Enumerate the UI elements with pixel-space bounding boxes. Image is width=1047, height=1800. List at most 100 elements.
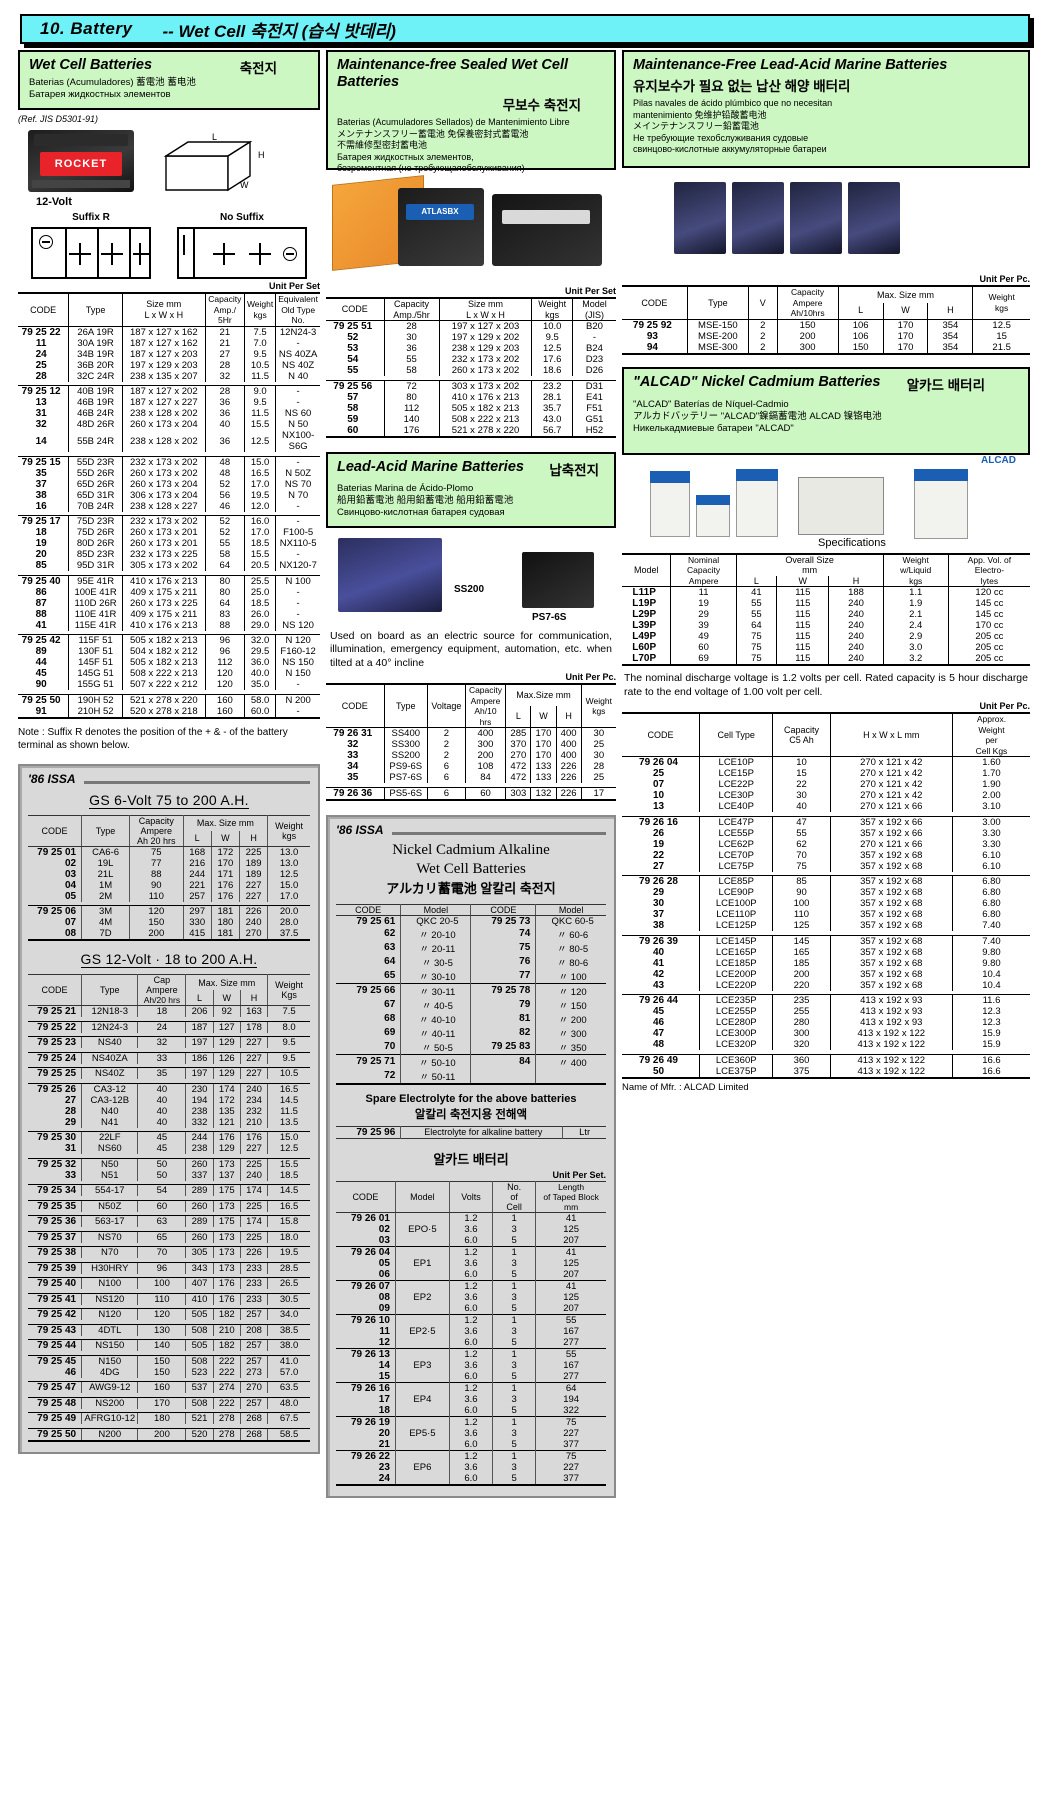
cell-value: 377: [535, 1438, 606, 1450]
cell-code: 18: [35, 527, 47, 538]
cell-value: 173: [212, 1246, 241, 1258]
table-row: 03 21L 88 244 171 189 12.5: [28, 868, 310, 880]
thepo-model: Model: [394, 1181, 450, 1213]
cell-value: 176: [210, 890, 240, 902]
cell-value: 3: [492, 1223, 536, 1235]
cell-value: 6.80: [951, 898, 1030, 909]
cell-value: 1: [492, 1245, 536, 1258]
cell-value: 80D 26R: [68, 538, 123, 549]
table-row: 79 25 01 CA6-6 75 168 172 225 13.0: [28, 846, 310, 858]
marine-line1: Baterias Marina de Ácido-Plomo: [337, 482, 474, 494]
cell-value: 60: [670, 642, 737, 653]
table-row: 23 EP6 3.6 3 227: [336, 1461, 606, 1473]
cell-code: 33: [64, 1169, 77, 1181]
cell-value: 28: [204, 385, 245, 397]
cell-code: 79 25 42: [18, 634, 69, 646]
cell-value: 7.0: [243, 337, 276, 349]
cell-model: [535, 1068, 606, 1085]
cell-value: 16.6: [951, 1065, 1030, 1079]
table-row: 79 25 71 〃 50-10 84 〃 400: [336, 1053, 606, 1069]
cell-value: 410 x 176 x 213: [438, 391, 532, 403]
cell-value: 75: [735, 653, 777, 666]
table-row: 59 140 508 x 222 x 213 43.0 G51: [326, 413, 616, 425]
cell-code: 79 25 36: [28, 1215, 82, 1227]
table-row: 30 LCE100P 100 357 x 192 x 68 6.80: [622, 898, 1030, 909]
cell-value: 6.80: [951, 875, 1030, 887]
cell-value: LCE100P: [699, 898, 773, 909]
alcad-spec-table: Model Nominal Capacity Ampere Overall Size…: [622, 553, 1030, 666]
cell-model: 〃 50-11: [400, 1068, 471, 1085]
cell-model: [394, 1336, 450, 1348]
thl-capacity: Capacity C5 Ah: [772, 713, 831, 757]
cell-code: 24: [35, 348, 47, 360]
cell-code: 79 25 25: [28, 1067, 82, 1079]
cell-value: 221: [182, 879, 212, 891]
table-row: 62 〃 20-10 74 〃 60-6: [336, 926, 606, 941]
cell-value: 520 x 278 x 218: [121, 705, 206, 719]
cell-value: 95E 41R: [68, 574, 123, 587]
cell-value: CA3-12: [81, 1082, 138, 1095]
table-row: 20 85D 23R 232 x 173 x 225 58 15.5-: [18, 549, 320, 560]
cell-code: 27: [64, 1094, 77, 1106]
cell-code: 81: [470, 1011, 536, 1026]
table-row: 79 25 40 N100 100 407 176 233 26.5: [28, 1277, 310, 1289]
cell-value: LCE125P: [699, 920, 773, 931]
cell-code: 79 25 26: [28, 1082, 82, 1095]
jis-reference: (Ref. JIS D5301-91): [18, 114, 99, 124]
table-row: 14 EP3 3.6 3 167: [336, 1359, 606, 1371]
cell-code: 86: [35, 586, 47, 598]
cell-value: 2: [427, 727, 466, 739]
th12-W: W: [212, 990, 241, 1006]
mse-cell-1: [674, 182, 726, 254]
cell-code: 35: [35, 467, 47, 479]
cell-code: 79 26 49: [622, 1053, 700, 1066]
cell-value: 6.80: [951, 909, 1030, 920]
alcad-line1: "ALCAD" Baterías de Níquel-Cadmio: [633, 398, 789, 410]
page-title-bar: 10. Battery -- Wet Cell 축전지 (습식 밧데리): [20, 14, 1030, 44]
tha-weight: Weight w/Liquid kgs: [883, 553, 949, 587]
cell-value: 210: [212, 1323, 241, 1336]
cell-value: 125: [535, 1223, 606, 1235]
cell-code: 79 25 15: [18, 455, 69, 468]
cell-value: 16.5: [243, 467, 276, 479]
cell-value: LCE10P: [699, 756, 773, 768]
cell-value: G51: [571, 413, 616, 425]
table-row: 38 LCE125P 125 357 x 192 x 68 7.40: [622, 920, 1030, 931]
thmar-weight: Weight kgs: [581, 684, 616, 728]
cell-value: 6.0: [448, 1472, 493, 1486]
cell-value: 187 x 127 x 162: [121, 326, 206, 338]
table-row: 69 〃 40-11 82 〃 300: [336, 1025, 606, 1040]
cell-value: -: [571, 332, 616, 343]
marine-line3: Свинцово-кислотная батарея судовая: [337, 506, 505, 518]
alcad-unit-label: Unit Per Pc.: [979, 701, 1030, 711]
cell-code: 79 25 37: [28, 1230, 82, 1243]
cell-value: 240: [828, 653, 884, 666]
cell-value: 7D: [81, 928, 130, 941]
cell-value: 39: [670, 620, 737, 631]
no-suffix-label: No Suffix: [220, 212, 264, 223]
cell-value: LCE62P: [699, 838, 773, 850]
table-row: 79 25 26 CA3-12 40 230 174 240 16.5: [28, 1082, 310, 1095]
cell-value: 36: [383, 343, 440, 354]
cell-value: 3.10: [951, 801, 1030, 812]
cell-value: 508: [185, 1323, 214, 1336]
mf-sealed-line3: 不需維修型密封蓄电池: [337, 140, 428, 150]
cell-value: 227: [535, 1461, 606, 1473]
cell-value: 409 x 175 x 211: [121, 586, 206, 598]
suffix-r-diagram: [31, 227, 151, 279]
table-row: L19P 19 55 115 240 1.9 145 cc: [622, 598, 1030, 609]
cell-value: 240: [828, 598, 884, 609]
table-row: 67 〃 40-5 79 〃 150: [336, 997, 606, 1012]
cell-code: 79 25 22: [21, 326, 61, 338]
cell-code: 79 25 78: [470, 982, 536, 998]
cell-value: 176: [212, 1292, 241, 1305]
specifications-label: Specifications: [818, 536, 886, 549]
cell-value: 50: [137, 1157, 186, 1170]
cell-value: -: [275, 500, 320, 512]
cell-code: 79 25 32: [28, 1157, 82, 1170]
cell-code: 30: [652, 898, 665, 909]
table-row: 58 112 505 x 182 x 213 35.7 F51: [326, 402, 616, 414]
cell-value: 55: [772, 827, 831, 839]
table-row: 79 25 45 N150 150 508 222 257 41.0: [28, 1354, 310, 1367]
cell-code: 79 25 49: [28, 1412, 82, 1424]
